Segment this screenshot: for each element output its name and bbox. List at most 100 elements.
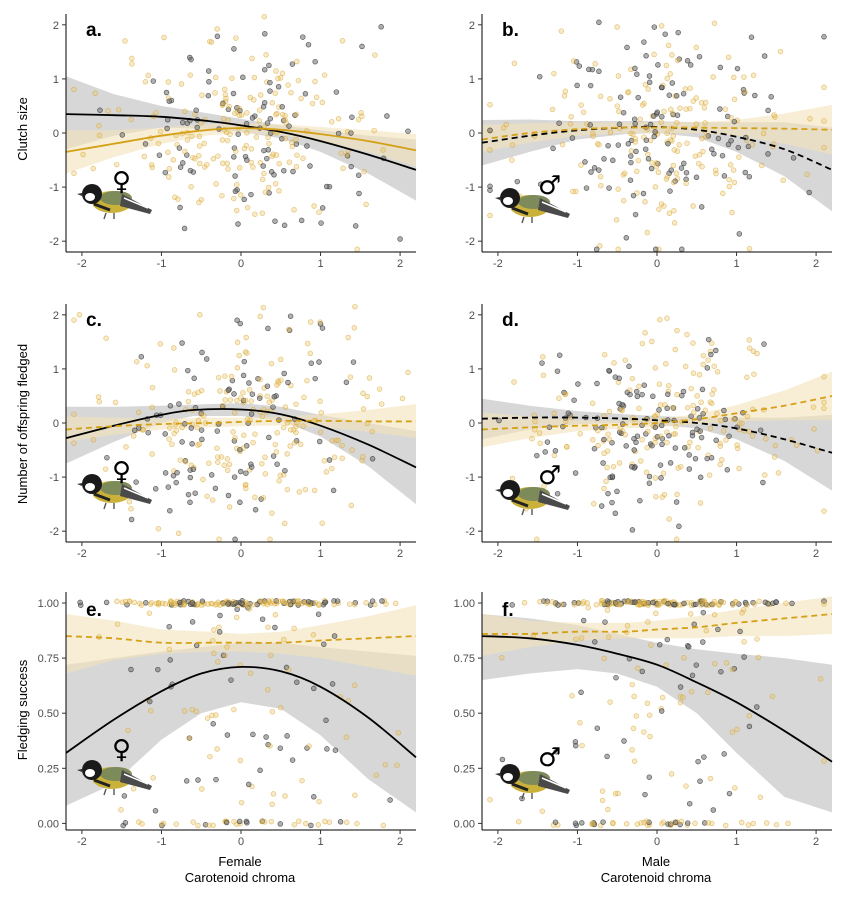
- data-point: [553, 748, 559, 755]
- data-point: [332, 747, 339, 753]
- data-point: [623, 821, 630, 827]
- fit-line-gold: [65, 635, 417, 644]
- data-point: [222, 373, 228, 379]
- data-point: [578, 162, 584, 168]
- data-point: [282, 793, 288, 799]
- panel-b: -2 -1 0 1 2 -2 -1 0 1 2 b. ♂: [465, 14, 833, 270]
- y-tick-label: 0: [469, 418, 475, 430]
- data-point: [806, 189, 812, 196]
- data-point: [163, 89, 170, 96]
- data-point: [384, 113, 390, 119]
- data-point: [243, 334, 249, 341]
- data-point: [536, 430, 543, 436]
- y-tick-label: 1: [53, 364, 59, 376]
- data-point: [666, 382, 672, 389]
- data-point: [702, 99, 709, 106]
- data-point: [317, 398, 323, 405]
- data-point: [260, 163, 266, 169]
- data-point: [642, 199, 648, 205]
- data-point: [279, 104, 285, 110]
- panel-e-label: e.: [86, 600, 102, 621]
- data-point: [244, 110, 250, 116]
- data-point: [372, 52, 378, 58]
- data-point: [606, 408, 613, 415]
- y-tick-label: 0.00: [454, 818, 475, 830]
- y-tick-label: -1: [465, 472, 475, 484]
- panel-c-label: c.: [86, 310, 102, 331]
- data-point: [339, 455, 345, 462]
- data-point: [683, 176, 689, 183]
- data-point: [119, 132, 126, 138]
- data-point: [219, 137, 226, 143]
- y-tick-label: -1: [465, 182, 475, 194]
- data-point: [678, 165, 685, 171]
- panel-d-label: d.: [502, 310, 519, 331]
- data-point: [350, 359, 357, 365]
- data-point: [287, 427, 294, 433]
- data-point: [717, 461, 723, 468]
- male-symbol-icon: ♂: [538, 171, 561, 201]
- data-point: [509, 602, 515, 608]
- data-point: [176, 401, 182, 407]
- data-point: [638, 458, 644, 464]
- data-point: [230, 429, 236, 435]
- data-point: [183, 778, 190, 784]
- data-point: [268, 652, 274, 658]
- data-point: [96, 123, 102, 129]
- data-point: [312, 58, 318, 65]
- data-point: [705, 820, 711, 826]
- data-point: [225, 166, 231, 172]
- data-point: [541, 483, 547, 489]
- data-point: [670, 162, 677, 169]
- data-point: [718, 668, 724, 675]
- data-point: [572, 820, 579, 826]
- data-point: [554, 368, 561, 374]
- data-point: [184, 137, 191, 143]
- data-point: [623, 235, 630, 241]
- data-point: [236, 105, 242, 111]
- data-point: [578, 635, 585, 641]
- data-point: [316, 438, 323, 445]
- data-point: [684, 404, 691, 411]
- data-point: [565, 410, 572, 416]
- data-point: [282, 135, 289, 142]
- data-point: [233, 181, 240, 188]
- data-point: [765, 601, 771, 607]
- data-point: [208, 472, 215, 478]
- data-point: [571, 599, 578, 606]
- data-point: [664, 173, 671, 180]
- data-point: [521, 600, 528, 606]
- y-tick-label: 0.75: [454, 653, 475, 665]
- data-point: [577, 719, 583, 726]
- data-point: [293, 136, 299, 143]
- data-point: [215, 374, 222, 381]
- data-point: [601, 450, 607, 457]
- data-point: [729, 729, 736, 735]
- data-point: [807, 116, 813, 122]
- fit-line-gold: [481, 613, 833, 635]
- data-point: [330, 487, 337, 494]
- data-point: [312, 78, 318, 85]
- data-point: [166, 623, 172, 630]
- data-point: [376, 386, 383, 392]
- data-point: [311, 203, 317, 209]
- data-point: [296, 489, 303, 495]
- data-point: [598, 182, 604, 189]
- data-point: [129, 55, 135, 62]
- data-point: [216, 536, 222, 543]
- data-point: [335, 130, 342, 137]
- data-point: [487, 212, 493, 219]
- data-point: [274, 430, 280, 436]
- data-point: [657, 316, 663, 323]
- data-point: [232, 173, 238, 179]
- data-point: [503, 121, 510, 128]
- data-point: [720, 428, 727, 434]
- data-point: [319, 205, 326, 211]
- data-point: [123, 444, 129, 450]
- data-point: [556, 395, 562, 401]
- data-point: [601, 436, 607, 443]
- data-point: [212, 485, 219, 492]
- data-point: [142, 79, 149, 85]
- data-point: [179, 340, 185, 346]
